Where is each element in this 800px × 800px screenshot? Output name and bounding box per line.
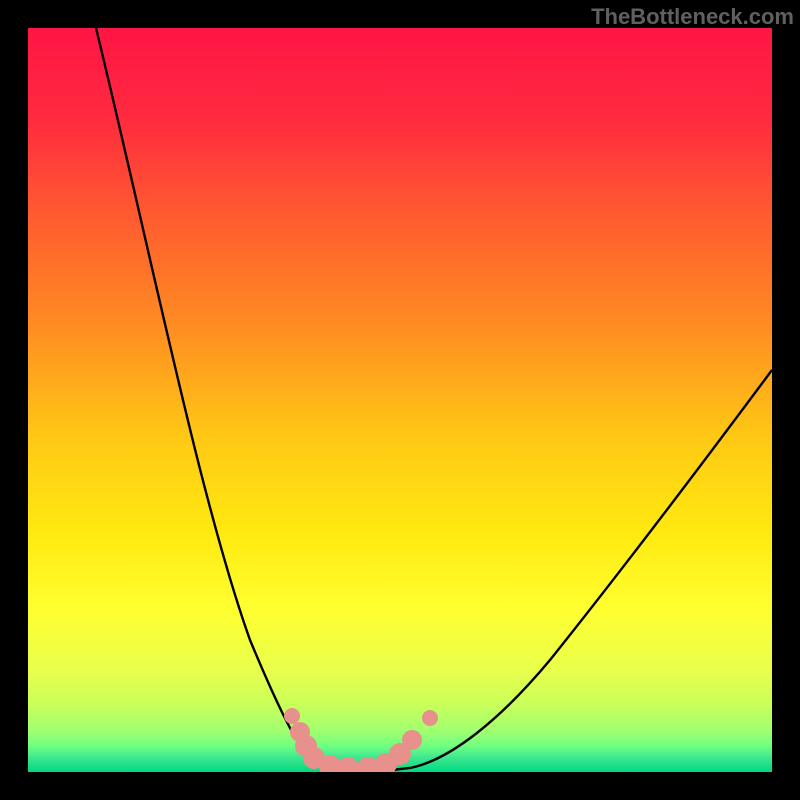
watermark-text: TheBottleneck.com [591, 4, 794, 30]
marker-point [402, 730, 422, 750]
marker-point [284, 708, 300, 724]
gradient-background [28, 28, 772, 772]
marker-point [422, 710, 438, 726]
chart-container: TheBottleneck.com [0, 0, 800, 800]
bottleneck-chart [0, 0, 800, 800]
